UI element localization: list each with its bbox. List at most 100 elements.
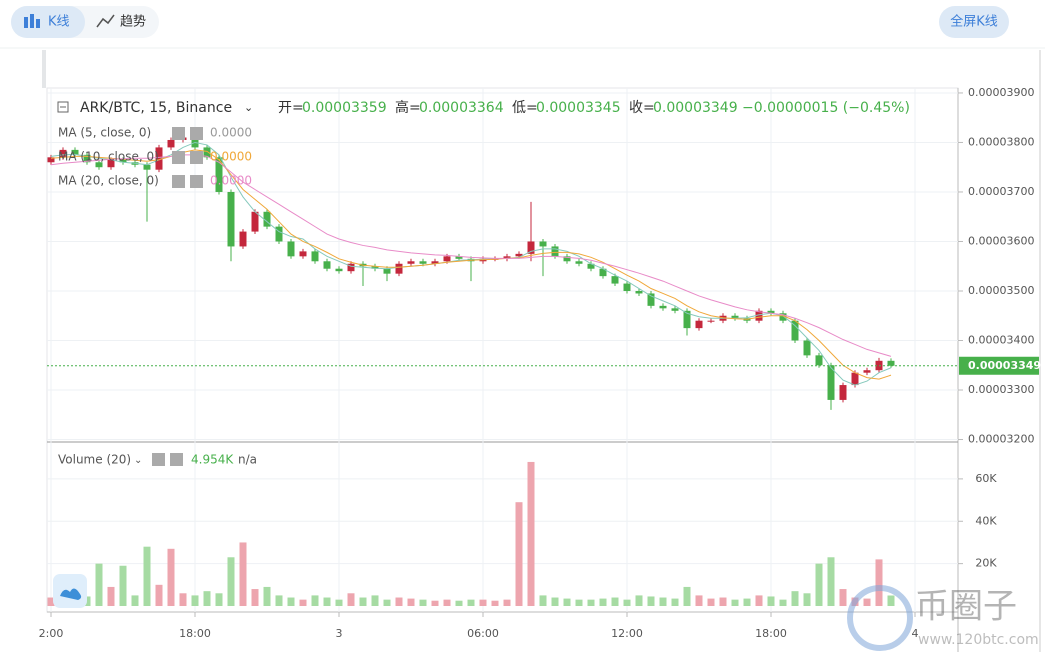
candle-body bbox=[155, 147, 163, 170]
volume-bar bbox=[203, 591, 211, 606]
candle-body bbox=[611, 276, 619, 284]
candle-body bbox=[755, 310, 763, 321]
volume-bar bbox=[779, 599, 787, 606]
ohlc-label: 低= bbox=[512, 100, 538, 116]
candle-body bbox=[767, 310, 775, 314]
volume-bar bbox=[263, 586, 271, 606]
volume-bar bbox=[239, 542, 247, 606]
volume-bar bbox=[839, 589, 847, 606]
volume-bar bbox=[587, 599, 595, 606]
ma-value: 0.0000 bbox=[210, 126, 252, 140]
ohlc-label: 开= bbox=[278, 100, 304, 116]
ma-value: 0.0000 bbox=[210, 150, 252, 164]
ma-line bbox=[50, 149, 892, 380]
candle-body bbox=[299, 251, 307, 257]
volume-bar bbox=[599, 598, 607, 606]
candle-body bbox=[539, 241, 547, 247]
close-icon[interactable] bbox=[170, 453, 183, 466]
volume-value: 4.954K bbox=[191, 453, 234, 467]
eye-icon[interactable] bbox=[152, 453, 165, 466]
volume-tick-label: 20K bbox=[975, 557, 997, 570]
candle-body bbox=[551, 246, 559, 257]
close-icon bbox=[190, 127, 203, 140]
y-tick-label: 0.00003600 bbox=[968, 234, 1034, 247]
x-tick-label: 06:00 bbox=[467, 627, 499, 640]
volume-extra: n/a bbox=[238, 453, 257, 467]
volume-bar bbox=[623, 599, 631, 606]
volume-bar bbox=[131, 595, 139, 606]
volume-bar bbox=[539, 595, 547, 606]
fullscreen-label[interactable]: 全屏K线 bbox=[950, 14, 998, 30]
candle-body bbox=[635, 290, 643, 294]
y-tick-label: 0.00003800 bbox=[968, 135, 1034, 148]
volume-bar bbox=[707, 598, 715, 606]
fullscreen-button[interactable] bbox=[939, 6, 1009, 38]
candle-body bbox=[827, 365, 835, 400]
watermark: 币圈子 www.120btc.com bbox=[847, 585, 1039, 651]
price-layer bbox=[47, 127, 958, 410]
candle-body bbox=[527, 241, 535, 254]
volume-bar bbox=[455, 600, 463, 606]
candle-body bbox=[455, 256, 463, 259]
volume-tick-label: 60K bbox=[975, 472, 997, 485]
close-icon bbox=[190, 151, 203, 164]
collapse-icon[interactable] bbox=[57, 101, 69, 113]
volume-bar bbox=[659, 597, 667, 606]
grid bbox=[47, 88, 958, 612]
watermark-url: www.120btc.com bbox=[918, 632, 1039, 648]
x-tick-label: 18:00 bbox=[755, 627, 787, 640]
last-price-label: 0.00003349 bbox=[968, 359, 1041, 372]
volume-bar bbox=[635, 595, 643, 606]
x-tick-label: 2:00 bbox=[39, 627, 64, 640]
candle-body bbox=[803, 340, 811, 356]
volume-bar bbox=[95, 563, 103, 606]
volume-bar bbox=[275, 595, 283, 606]
candle-body bbox=[119, 159, 127, 163]
eye-icon bbox=[172, 127, 185, 140]
volume-bar bbox=[335, 599, 343, 606]
candle-body bbox=[599, 268, 607, 277]
volume-bar bbox=[683, 586, 691, 606]
candle-body bbox=[731, 315, 739, 319]
volume-bar bbox=[503, 599, 511, 606]
candle-body bbox=[71, 149, 79, 155]
tab-label[interactable]: K线 bbox=[48, 15, 70, 30]
x-tick-label: 3 bbox=[336, 627, 343, 640]
dropdown[interactable]: ⌄ bbox=[244, 101, 253, 114]
volume-bar bbox=[47, 597, 55, 606]
volume-bar bbox=[227, 557, 235, 606]
volume-bar bbox=[875, 559, 883, 606]
volume-bar bbox=[119, 565, 127, 606]
watermark-name: 币圈子 bbox=[915, 587, 1017, 627]
volume-bar bbox=[479, 599, 487, 606]
volume-bar bbox=[431, 600, 439, 606]
candle-body bbox=[671, 308, 679, 311]
candle-body bbox=[95, 162, 103, 168]
ma-value: 0.0000 bbox=[210, 174, 252, 188]
volume-bar bbox=[611, 597, 619, 606]
candle-body bbox=[347, 263, 355, 272]
y-tick-label: 0.00003400 bbox=[968, 334, 1034, 347]
ma-legend: MA (5, close, 0) 0.0000 MA (10, close, 0) 0… bbox=[58, 126, 252, 188]
chart-frame bbox=[46, 87, 959, 613]
tab-label[interactable]: 趋势 bbox=[120, 14, 146, 30]
volume-bar bbox=[143, 546, 151, 606]
dropdown[interactable]: ⌄ bbox=[134, 455, 142, 466]
candle-body bbox=[419, 261, 427, 264]
volume-bar bbox=[107, 586, 115, 606]
volume-bar bbox=[287, 597, 295, 606]
ohlc-label: 高= bbox=[395, 99, 421, 116]
candle-body bbox=[683, 310, 691, 329]
y-tick-label: 0.00003700 bbox=[968, 185, 1034, 198]
candle-body bbox=[251, 211, 259, 232]
candle-body bbox=[779, 313, 787, 321]
candle-body bbox=[323, 261, 331, 269]
volume-bar bbox=[419, 599, 427, 606]
candle-body bbox=[275, 226, 283, 242]
tab-active[interactable] bbox=[11, 6, 85, 38]
candle-body bbox=[623, 283, 631, 291]
ma-name: MA (10, close, 0) bbox=[58, 150, 159, 164]
candle-body bbox=[839, 385, 847, 400]
volume-bar bbox=[251, 589, 259, 606]
axes: 0.00003900 0.00003800 0.00003700 0.00003600… bbox=[39, 86, 1041, 640]
